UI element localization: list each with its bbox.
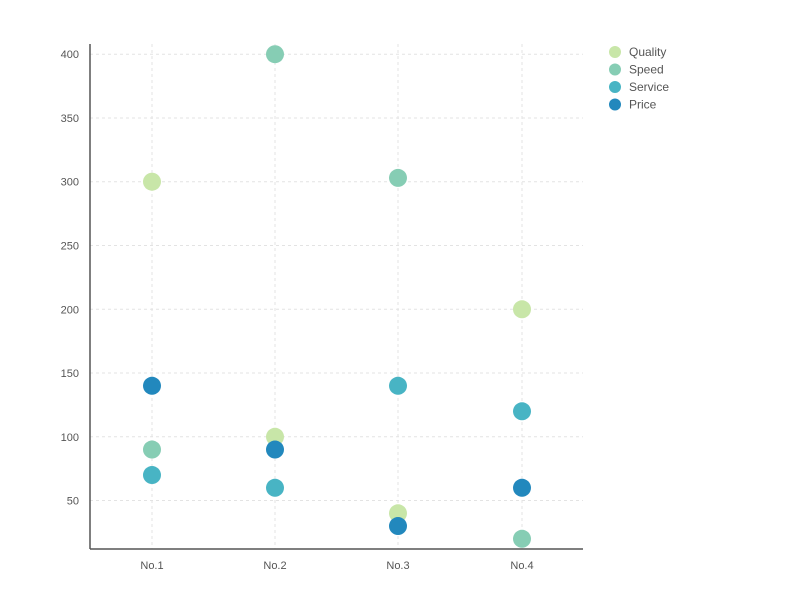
y-tick-label: 400 bbox=[61, 49, 79, 61]
data-points bbox=[143, 45, 531, 548]
axes bbox=[89, 44, 583, 550]
data-point-speed-no2[interactable] bbox=[266, 45, 284, 64]
legend-marker-quality bbox=[609, 46, 621, 58]
data-point-service-no4[interactable] bbox=[513, 402, 531, 421]
data-point-service-no1[interactable] bbox=[143, 466, 161, 485]
data-point-service-no3[interactable] bbox=[389, 376, 407, 395]
legend-label-speed: Speed bbox=[629, 63, 664, 77]
tick-labels: 50 100 150 200 250 300 350 400 No.1 No.2 No.3 No.4 bbox=[61, 49, 534, 572]
x-tick-label: No.4 bbox=[510, 560, 533, 572]
x-tick-label: No.1 bbox=[140, 560, 163, 572]
y-tick-label: 50 bbox=[67, 496, 79, 508]
legend-marker-price bbox=[609, 98, 621, 111]
legend-item-service[interactable]: Service bbox=[609, 80, 669, 94]
y-tick-label: 250 bbox=[61, 240, 79, 252]
grid bbox=[90, 44, 583, 549]
data-point-price-no2[interactable] bbox=[266, 440, 284, 459]
y-tick-label: 350 bbox=[61, 113, 79, 125]
y-tick-label: 200 bbox=[61, 304, 79, 316]
data-point-service-no2[interactable] bbox=[266, 478, 284, 497]
y-tick-label: 100 bbox=[61, 432, 79, 444]
data-point-price-no4[interactable] bbox=[513, 478, 531, 497]
data-point-quality-no3[interactable] bbox=[389, 504, 407, 523]
legend-label-quality: Quality bbox=[629, 45, 666, 59]
y-tick-label: 150 bbox=[61, 368, 79, 380]
data-point-quality-no2[interactable] bbox=[266, 427, 284, 446]
legend-item-price[interactable]: Price bbox=[609, 98, 657, 112]
legend: Quality Speed Service Price bbox=[609, 45, 669, 112]
legend-item-speed[interactable]: Speed bbox=[609, 63, 664, 77]
data-point-speed-no3[interactable] bbox=[389, 168, 407, 187]
x-tick-label: No.3 bbox=[386, 560, 409, 572]
data-point-price-no1[interactable] bbox=[143, 376, 161, 395]
legend-marker-speed bbox=[609, 63, 621, 76]
y-tick-label: 300 bbox=[61, 177, 79, 189]
data-point-quality-no4[interactable] bbox=[513, 300, 531, 319]
legend-label-price: Price bbox=[629, 98, 657, 112]
data-point-quality-no1[interactable] bbox=[143, 172, 161, 191]
data-point-speed-no4[interactable] bbox=[513, 529, 531, 548]
data-point-price-no3[interactable] bbox=[389, 517, 407, 536]
data-point-speed-no1[interactable] bbox=[143, 440, 161, 459]
legend-marker-service bbox=[609, 81, 621, 93]
legend-label-service: Service bbox=[629, 80, 669, 94]
legend-item-quality[interactable]: Quality bbox=[609, 45, 666, 59]
x-tick-label: No.2 bbox=[263, 560, 286, 572]
